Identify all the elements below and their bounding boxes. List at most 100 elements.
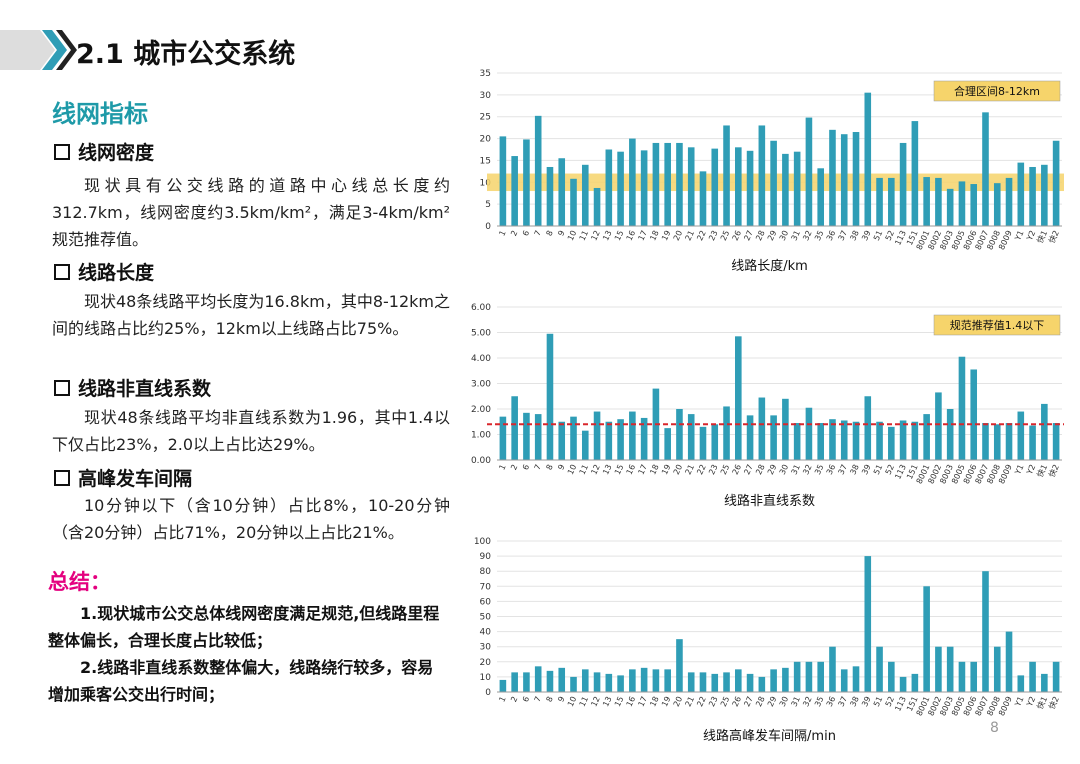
y-tick-label: 80 (480, 567, 492, 577)
bar (864, 92, 872, 227)
x-tick-label: 21 (684, 229, 696, 242)
y-tick-label: 0 (485, 222, 491, 232)
summary-item: 2.线路非直线系数整体偏大，线路绕行较多，容易增加乘客公交出行时间； (48, 658, 434, 704)
bar (782, 667, 789, 692)
x-tick-label: Y1 (1013, 229, 1026, 243)
x-tick-label: 6 (521, 463, 531, 471)
bar (840, 420, 848, 460)
y-tick-label: 70 (480, 582, 492, 592)
heading-text: 线网密度 (78, 142, 155, 164)
x-tick-label: 27 (742, 463, 754, 476)
bar (911, 673, 919, 692)
x-tick-label: 17 (636, 463, 648, 476)
bar (676, 639, 683, 692)
summary-item: 1.现状城市公交总体线网密度满足规范,但线路里程整体偏长，合理长度占比较低； (48, 604, 440, 650)
bar (546, 333, 554, 460)
x-tick-label: 2 (509, 695, 519, 703)
annotation-box (933, 80, 1061, 102)
bar (993, 424, 1001, 460)
bar (923, 414, 930, 460)
bar (958, 181, 966, 226)
section-heading: 线路非直线系数 (54, 374, 211, 401)
bar (558, 667, 566, 692)
section-heading: 线网密度 (54, 138, 154, 165)
y-tick-label: 2.00 (471, 405, 491, 415)
x-tick-label: 1 (497, 695, 507, 703)
bar (805, 661, 813, 692)
bar (1041, 673, 1048, 692)
bar (1029, 661, 1036, 692)
heading-text: 线路长度 (78, 262, 155, 284)
bar (640, 150, 648, 226)
bar (687, 414, 695, 460)
bar (1052, 661, 1060, 692)
bar (499, 679, 507, 692)
section-text: 现状48条线路平均非直线系数为1.96，其中1.4以下仅占比23%，2.0以上占… (52, 408, 450, 454)
x-tick-label: 1 (497, 229, 507, 237)
bar (805, 117, 813, 226)
bar (840, 134, 848, 226)
x-tick-label: 9 (556, 463, 566, 471)
x-tick-label: 快2 (1046, 229, 1061, 245)
x-tick-label: 31 (790, 229, 802, 242)
x-tick-label: 52 (884, 463, 896, 476)
x-tick-label: 9 (556, 695, 566, 703)
annotation: 规范推荐值1.4以下 (950, 318, 1045, 332)
heading-text: 高峰发车间隔 (78, 468, 193, 490)
heading-text: 线路非直线系数 (78, 378, 212, 400)
x-tick-label: 22 (695, 229, 707, 242)
y-tick-label: 50 (480, 613, 492, 623)
bar (711, 673, 719, 692)
x-tick-label: 15 (613, 695, 625, 708)
bar (652, 142, 660, 226)
x-tick-label: 16 (625, 695, 637, 708)
y-tick-label: 5.00 (471, 329, 491, 339)
bar (699, 171, 707, 226)
bar (770, 140, 777, 226)
x-tick-label: 20 (672, 695, 684, 708)
checkbox-icon (54, 144, 70, 160)
x-tick-label: 39 (860, 463, 872, 476)
y-tick-label: 30 (480, 91, 492, 101)
x-tick-label: 38 (848, 463, 860, 476)
bar (676, 409, 683, 460)
checkbox-icon (54, 470, 70, 486)
x-tick-label: 23 (707, 463, 719, 476)
bar (570, 416, 577, 460)
x-tick-label: 2 (509, 229, 519, 237)
y-tick-label: 4.00 (471, 354, 491, 364)
bar (958, 661, 966, 692)
bar (1005, 631, 1013, 692)
x-tick-label: 9 (556, 229, 566, 237)
x-tick-label: 13 (601, 229, 613, 242)
bar (511, 672, 518, 692)
bar (664, 428, 671, 460)
y-tick-label: 100 (474, 537, 491, 547)
bar (617, 151, 624, 226)
bar (746, 673, 754, 692)
x-tick-label: 22 (695, 463, 707, 476)
section-text: 现状具有公交线路的道路中心线总长度约312.7km，线网密度约3.5km/km²… (52, 176, 450, 249)
x-tick-label: 28 (754, 463, 766, 476)
x-tick-label: 35 (813, 695, 825, 708)
bar (829, 646, 836, 692)
bar (946, 646, 954, 692)
y-tick-label: 20 (480, 658, 492, 668)
bar (782, 153, 789, 226)
x-tick-label: 快1 (1035, 695, 1050, 711)
bar (523, 412, 530, 460)
x-tick-label: 11 (578, 229, 590, 242)
x-tick-label: 快2 (1046, 695, 1061, 711)
bar (534, 115, 542, 226)
bar (735, 147, 742, 226)
x-tick-label: Y2 (1025, 229, 1038, 243)
bar (499, 136, 507, 226)
annotation: 合理区间8-12km (954, 84, 1040, 98)
x-tick-label: Y2 (1025, 463, 1038, 477)
x-tick-label: 39 (860, 229, 872, 242)
bar (699, 672, 707, 692)
bar (735, 336, 742, 460)
bar (911, 121, 919, 226)
x-tick-label: 11 (578, 695, 590, 708)
